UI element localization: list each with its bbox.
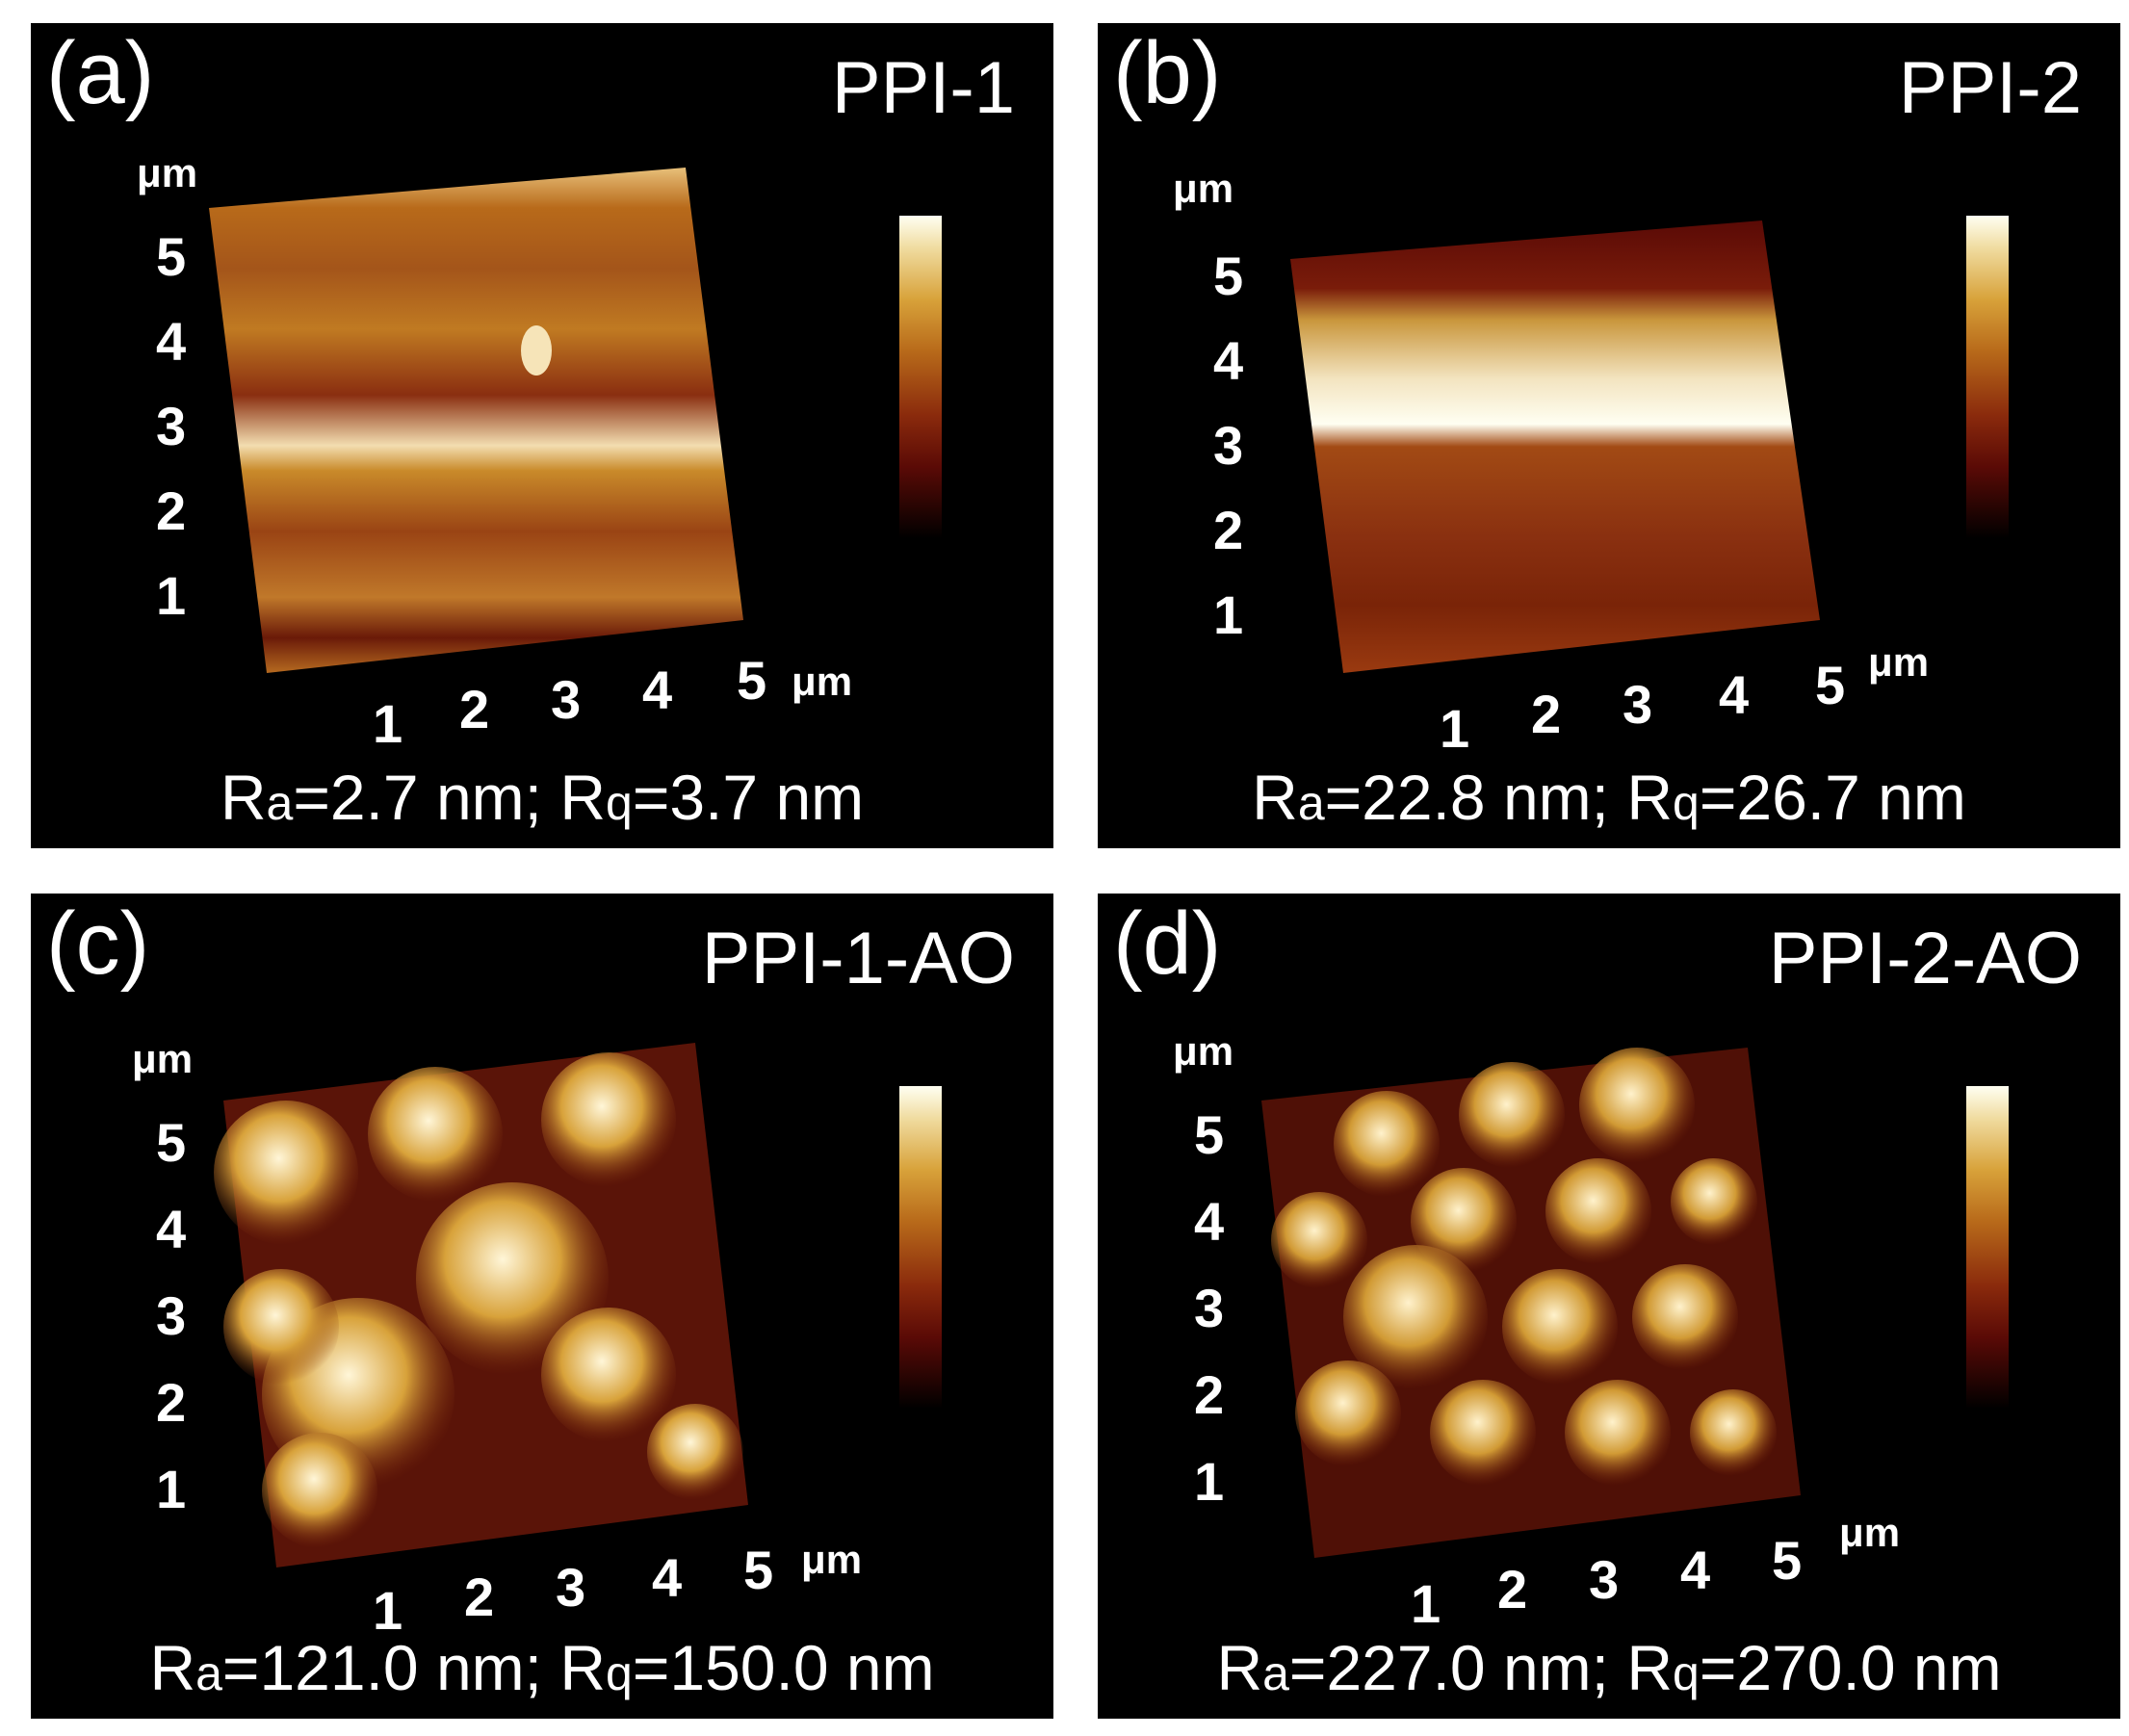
roughness-values: Ra=227.0 nm; Rq=270.0 nm [1216,1632,2002,1703]
y-axis-unit: μm [137,150,198,195]
height-colorbar [1966,1086,2009,1409]
y-tick: 5 [1194,1104,1225,1165]
y-tick: 2 [156,480,187,541]
y-axis-unit: μm [1173,166,1234,211]
panel-label: (d) [1113,894,1222,993]
x-tick: 4 [1680,1540,1711,1600]
roughness-values: Ra=2.7 nm; Rq=3.7 nm [220,762,865,833]
sample-name: PPI-1-AO [701,918,1015,999]
afm-surface-a [209,168,743,673]
x-tick: 4 [642,660,673,720]
sample-name: PPI-2-AO [1768,918,2082,999]
x-tick: 3 [551,669,582,730]
x-axis-unit: μm [1868,639,1930,685]
height-colorbar [899,1086,942,1409]
y-tick: 1 [156,565,187,626]
afm-panel-d: (d) PPI-2-AO μm 5 4 3 2 1 1 2 3 4 5 μm R… [1098,894,2120,1719]
height-colorbar [899,216,942,538]
x-axis-unit: μm [801,1537,863,1582]
y-tick: 5 [156,1112,187,1173]
height-colorbar [1966,216,2009,538]
x-tick: 1 [1411,1573,1441,1634]
roughness-values: Ra=22.8 nm; Rq=26.7 nm [1252,762,1966,833]
x-tick: 4 [1719,664,1750,725]
panel-label: (c) [46,894,150,993]
y-tick: 3 [156,1285,187,1346]
afm-surface-c [214,1043,748,1568]
afm-surface-d [1261,1048,1801,1558]
y-tick: 4 [156,311,187,372]
x-axis-unit: μm [1839,1510,1901,1555]
x-tick: 3 [1623,674,1653,735]
sample-name: PPI-2 [1898,47,2082,129]
x-tick: 2 [464,1567,495,1627]
x-tick: 1 [373,1580,403,1641]
y-tick: 1 [156,1459,187,1519]
roughness-values: Ra=121.0 nm; Rq=150.0 nm [149,1632,935,1703]
y-tick: 3 [1213,415,1244,476]
y-tick: 2 [156,1372,187,1433]
x-tick: 3 [1589,1549,1620,1610]
afm-panel-a: (a) PPI-1 μm 5 4 3 2 1 1 2 3 4 5 μm Ra=2… [31,23,1053,848]
x-tick: 5 [1815,655,1846,715]
x-tick: 5 [1772,1530,1803,1591]
y-tick: 4 [1194,1191,1225,1252]
afm-panel-c: (c) PPI-1-AO μm 5 4 3 2 1 1 2 3 4 5 μm R… [31,894,1053,1719]
x-tick: 2 [1497,1559,1528,1619]
x-tick: 2 [459,679,490,739]
y-tick: 3 [1194,1278,1225,1338]
y-tick: 3 [156,396,187,456]
y-tick: 2 [1213,500,1244,560]
x-tick: 1 [373,693,403,754]
panel-label: (a) [46,24,155,122]
sample-name: PPI-1 [831,47,1015,129]
y-tick: 5 [1213,246,1244,306]
y-tick: 4 [1213,330,1244,391]
panel-label: (b) [1113,24,1222,122]
x-tick: 5 [743,1540,774,1600]
afm-surface-b [1290,220,1820,673]
y-tick: 1 [1194,1451,1225,1512]
x-tick: 3 [556,1557,586,1618]
x-tick: 4 [652,1547,683,1608]
y-tick: 2 [1194,1364,1225,1425]
afm-panel-b: (b) PPI-2 μm 5 4 3 2 1 1 2 3 4 5 μm Ra=2… [1098,23,2120,848]
y-tick: 5 [156,226,187,287]
x-tick: 5 [737,650,767,711]
y-axis-unit: μm [1173,1028,1234,1074]
x-tick: 2 [1531,684,1562,744]
y-tick: 1 [1213,584,1244,645]
x-axis-unit: μm [792,659,853,704]
y-axis-unit: μm [132,1036,194,1081]
y-tick: 4 [156,1199,187,1259]
x-tick: 1 [1440,698,1470,759]
